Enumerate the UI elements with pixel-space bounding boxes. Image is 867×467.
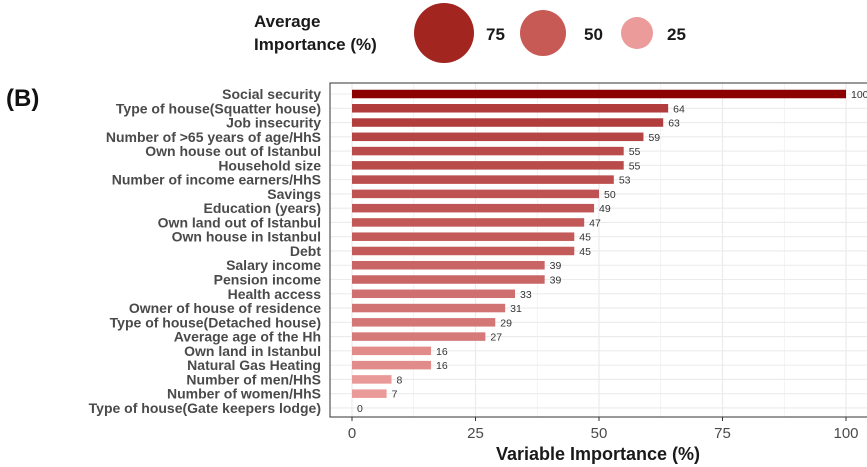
bar-value-label: 64 xyxy=(673,103,685,115)
bar-value-label: 59 xyxy=(648,132,660,144)
category-label: Natural Gas Heating xyxy=(187,357,321,373)
bar xyxy=(352,175,614,184)
x-tick-label: 100 xyxy=(833,425,858,442)
bar-value-label: 31 xyxy=(510,303,522,315)
category-label: Number of >65 years of age/HhS xyxy=(106,129,321,145)
category-label: Job insecurity xyxy=(226,115,321,131)
bar-value-label: 49 xyxy=(599,203,611,215)
legend-label: 25 xyxy=(667,25,686,44)
category-label: Owner of house of residence xyxy=(129,300,321,316)
bar xyxy=(352,275,545,284)
bar xyxy=(352,289,516,299)
legend-swatch xyxy=(621,17,653,49)
bar-value-label: 16 xyxy=(436,346,448,358)
bar-value-label: 63 xyxy=(668,118,680,130)
x-axis-title: Variable Importance (%) xyxy=(496,444,700,464)
bar xyxy=(352,303,506,313)
legend-swatch xyxy=(414,3,474,63)
bar-value-label: 39 xyxy=(550,275,562,287)
x-tick-label: 0 xyxy=(348,425,356,442)
category-label: Type of house(Gate keepers lodge) xyxy=(89,400,321,416)
category-label: Number of women/HhS xyxy=(167,386,321,402)
bar xyxy=(352,389,387,398)
category-label: Type of house(Detached house) xyxy=(110,314,321,330)
bar-value-label: 47 xyxy=(589,217,601,229)
bar-value-label: 45 xyxy=(579,232,591,244)
bar xyxy=(352,161,624,170)
legend: Average Importance (%) 75 50 25 xyxy=(254,3,686,63)
bar xyxy=(352,346,432,356)
bar-value-label: 55 xyxy=(629,160,641,172)
bar xyxy=(352,146,624,156)
category-label: Type of house(Squatter house) xyxy=(116,100,321,116)
bar xyxy=(352,132,644,142)
bar xyxy=(352,89,846,99)
bar-value-label: 53 xyxy=(619,175,631,187)
bar-value-label: 7 xyxy=(392,389,398,401)
bar-value-label: 39 xyxy=(550,260,562,272)
x-tick-label: 50 xyxy=(591,425,608,442)
legend-title-line-1: Average xyxy=(254,12,320,31)
legend-swatch xyxy=(520,10,566,56)
bar xyxy=(352,104,669,113)
legend-label: 50 xyxy=(584,25,603,44)
x-axis: 0 25 50 75 100 xyxy=(348,417,859,442)
bar xyxy=(352,203,595,213)
bar xyxy=(352,246,575,256)
bar-value-label: 55 xyxy=(629,146,641,158)
category-label: Own house in Istanbul xyxy=(172,229,321,245)
bar xyxy=(352,232,575,241)
x-tick-label: 25 xyxy=(467,425,484,442)
category-label: Education (years) xyxy=(204,200,321,216)
bar xyxy=(352,189,599,199)
bar-value-label: 0 xyxy=(357,403,363,415)
bar-value-label: 50 xyxy=(604,189,616,201)
bar xyxy=(352,218,585,227)
legend-title-line-2: Importance (%) xyxy=(254,35,377,54)
category-label: Social security xyxy=(222,86,321,102)
bar xyxy=(352,360,432,370)
x-tick-label: 75 xyxy=(714,425,731,442)
bar-value-label: 100 xyxy=(851,89,867,101)
bar xyxy=(352,118,664,127)
bar-value-label: 8 xyxy=(397,374,403,386)
panel-tag: (B) xyxy=(6,85,39,112)
bar-value-label: 45 xyxy=(579,246,591,258)
bar xyxy=(352,318,496,327)
category-label: Number of income earners/HhS xyxy=(112,172,321,188)
bar-value-label: 29 xyxy=(500,317,512,329)
category-label: Own house out of Istanbul xyxy=(145,143,321,159)
category-label: Own land out of Istanbul xyxy=(158,214,321,230)
category-label: Number of men/HhS xyxy=(186,371,321,387)
bar xyxy=(352,332,486,341)
category-label: Debt xyxy=(290,243,321,259)
bar xyxy=(352,375,392,384)
bar-value-label: 33 xyxy=(520,289,532,301)
bar xyxy=(352,260,545,270)
category-label: Household size xyxy=(218,157,321,173)
category-label: Own land in Istanbul xyxy=(184,343,321,359)
category-label: Savings xyxy=(267,186,321,202)
legend-label: 75 xyxy=(486,25,505,44)
bar-value-label: 27 xyxy=(490,332,502,344)
plot-panel: 1006463595555535049474545393933312927161… xyxy=(89,82,867,442)
category-label: Pension income xyxy=(214,272,322,288)
category-label: Health access xyxy=(228,286,322,302)
bar-value-label: 16 xyxy=(436,360,448,372)
category-label: Salary income xyxy=(226,257,321,273)
category-label: Average age of the Hh xyxy=(174,329,321,345)
